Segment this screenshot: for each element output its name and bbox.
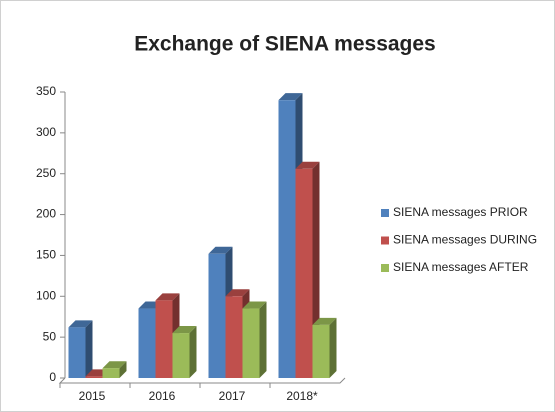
bar-side — [119, 361, 127, 378]
bar-side — [189, 326, 197, 378]
bar — [225, 296, 243, 378]
bar — [155, 300, 173, 378]
bar-side — [259, 301, 267, 378]
x-tick-label: 2016 — [149, 389, 176, 403]
bar — [295, 168, 313, 378]
bar-top — [242, 301, 267, 309]
y-tick-label: 350 — [36, 84, 56, 98]
bar — [138, 308, 156, 378]
bar — [312, 324, 330, 378]
x-tick-label: 2015 — [79, 389, 106, 403]
y-tick-label: 250 — [36, 166, 56, 180]
bar — [208, 253, 226, 378]
bar-top — [172, 326, 197, 334]
x-tick-label: 2017 — [219, 389, 246, 403]
bar-top — [68, 320, 93, 328]
chart-title: Exchange of SIENA messages — [134, 33, 436, 56]
legend-label: SIENA messages PRIOR — [393, 205, 528, 219]
bar-top — [225, 289, 250, 297]
legend-swatch — [381, 209, 389, 217]
bar — [85, 376, 103, 378]
bar — [102, 368, 120, 378]
bar — [278, 100, 296, 379]
bar — [242, 308, 260, 378]
bar-top — [312, 317, 337, 325]
bar-top — [295, 161, 320, 169]
bar-top — [102, 361, 127, 369]
legend-label: SIENA messages AFTER — [393, 260, 529, 274]
bar-side — [85, 320, 93, 378]
y-tick-label: 100 — [36, 288, 56, 302]
bar-side — [329, 317, 337, 378]
bar-top — [278, 93, 303, 101]
bar-top — [155, 293, 180, 301]
x-tick-label: 2018* — [286, 389, 318, 403]
y-tick-label: 150 — [36, 248, 56, 262]
legend-swatch — [381, 236, 389, 245]
y-tick-label: 300 — [36, 125, 56, 139]
legend-swatch — [381, 264, 389, 272]
bar-top — [208, 246, 233, 254]
bar — [172, 333, 190, 378]
y-tick-label: 50 — [43, 329, 57, 343]
y-tick-label: 0 — [49, 370, 56, 384]
y-tick-label: 200 — [36, 207, 56, 221]
legend-label: SIENA messages DURING — [393, 233, 537, 247]
bar — [68, 327, 86, 378]
